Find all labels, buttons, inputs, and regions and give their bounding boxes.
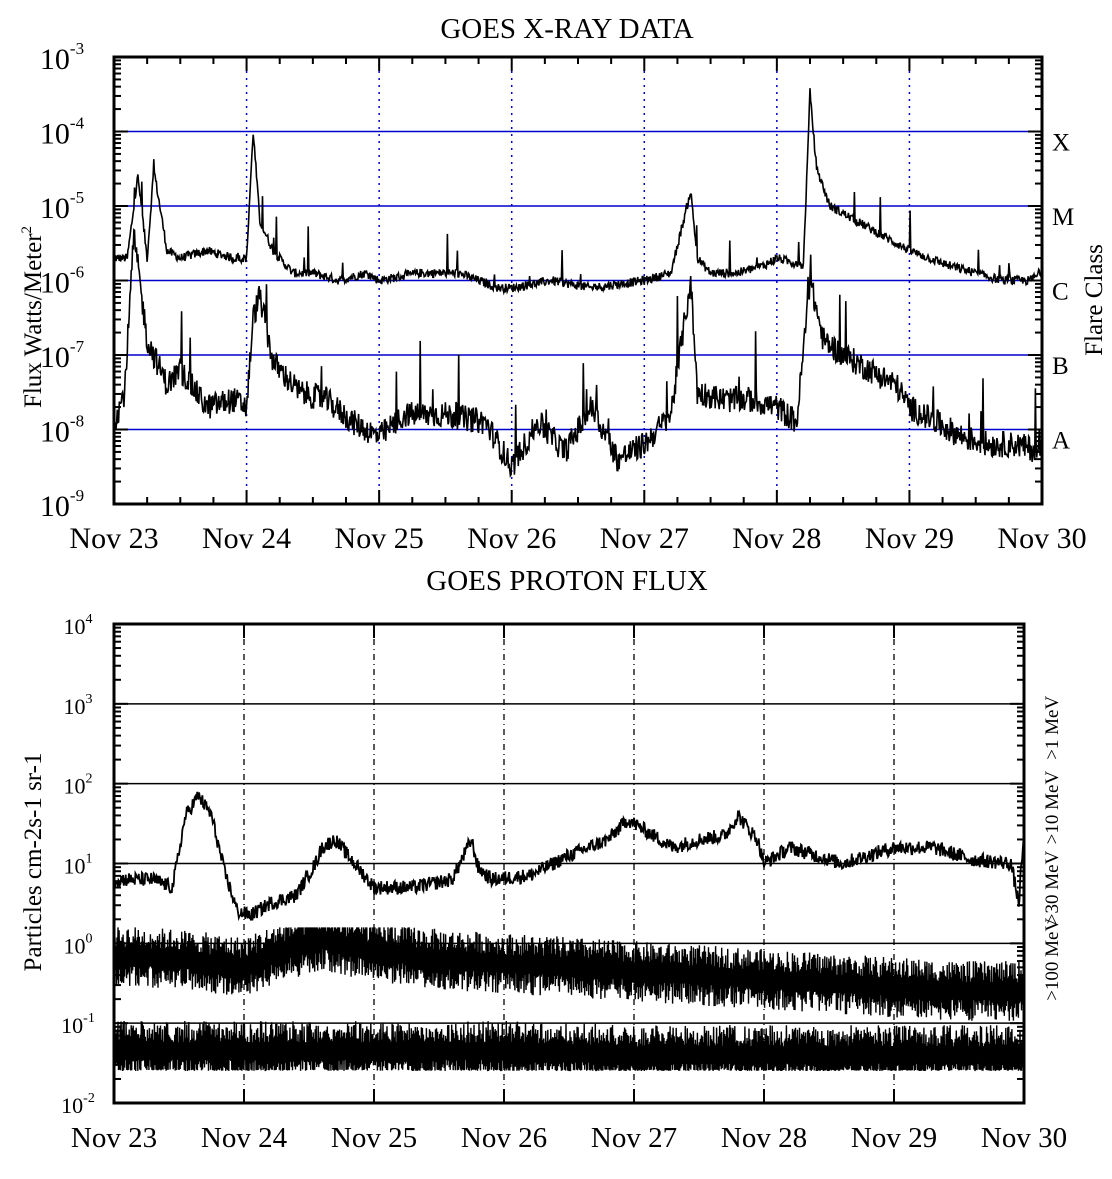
xray-grid (114, 57, 1042, 504)
xray-right-label: Flare Class (1081, 244, 1108, 356)
flare-class-m: M (1052, 204, 1074, 231)
proton-x-tick-label: Nov 27 (591, 1122, 677, 1154)
xray-x-tick-label: Nov 25 (335, 522, 424, 555)
proton-x-tick-labels: Nov 23 Nov 24 Nov 25 Nov 26 Nov 27 Nov 28 Nov … (71, 1122, 1067, 1154)
proton-x-tick-label: Nov 26 (461, 1122, 547, 1154)
proton-title: GOES PROTON FLUX (426, 565, 708, 597)
proton-x-tick-label: Nov 23 (71, 1122, 157, 1154)
xray-x-tick-label: Nov 28 (732, 522, 821, 555)
xray-y-tick-label: 10-3 (40, 39, 84, 76)
xray-ticks (113, 57, 1043, 505)
proton-y-tick-label: 10-1 (61, 1011, 95, 1038)
proton-energy-labels: >100 MeV>30 MeV >10 MeV >1 MeV (1042, 696, 1063, 1001)
energy-label: >1 MeV (1042, 696, 1063, 760)
xray-y-tick-label: 10-8 (40, 412, 84, 449)
proton-y-axis-label: Particles cm-2s-1 sr-1 (20, 753, 47, 972)
xray-x-tick-label: Nov 29 (865, 522, 954, 555)
proton-series-line (113, 791, 1025, 922)
xray-title: GOES X-RAY DATA (440, 13, 693, 45)
xray-x-tick-label: Nov 24 (202, 522, 291, 555)
xray-long-channel-line (113, 88, 1043, 296)
energy-label: >30 MeV (1042, 850, 1063, 924)
proton-x-tick-label: Nov 24 (201, 1122, 288, 1154)
proton-series (113, 791, 1025, 1072)
proton-ticks (113, 624, 1025, 1104)
flare-class-c: C (1052, 279, 1069, 306)
energy-label: >10 MeV (1042, 771, 1063, 845)
proton-series-line (113, 1020, 1025, 1072)
xray-panel: GOES X-RAY DATA Flux Watts/Meter2 Flare … (19, 13, 1108, 555)
proton-y-tick-label: 104 (64, 612, 93, 639)
proton-x-tick-label: Nov 28 (721, 1122, 807, 1154)
xray-y-axis-label: Flux Watts/Meter2 (19, 226, 47, 408)
flare-class-b: B (1052, 353, 1069, 380)
xray-x-tick-label: Nov 30 (997, 522, 1086, 555)
flare-class-a: A (1052, 428, 1070, 455)
proton-y-tick-label: 102 (64, 772, 93, 799)
flare-class-x: X (1052, 130, 1070, 157)
proton-series-line (113, 927, 1025, 1021)
proton-y-tick-label: 10-2 (61, 1091, 95, 1118)
proton-y-tick-label: 101 (64, 852, 93, 879)
proton-y-tick-labels: 10-2 10-1 100 101 102 103 104 (61, 612, 95, 1118)
xray-series (113, 88, 1043, 478)
xray-y-tick-label: 10-4 (40, 114, 85, 151)
xray-y-tick-label: 10-6 (40, 263, 84, 300)
proton-x-tick-label: Nov 30 (981, 1122, 1067, 1154)
xray-short-channel-line (113, 228, 1043, 478)
proton-panel: GOES PROTON FLUX Particles cm-2s-1 sr-1 … (20, 565, 1067, 1154)
xray-y-tick-label: 10-9 (40, 486, 84, 523)
xray-y-tick-labels: 10-9 10-8 10-7 10-6 10-5 10-4 10-3 (40, 39, 85, 523)
proton-y-tick-label: 103 (64, 692, 93, 719)
proton-x-tick-label: Nov 25 (331, 1122, 417, 1154)
xray-y-tick-label: 10-5 (40, 188, 84, 225)
xray-x-tick-label: Nov 27 (600, 522, 689, 555)
proton-x-tick-label: Nov 29 (851, 1122, 937, 1154)
proton-y-tick-label: 100 (64, 931, 93, 958)
xray-x-tick-labels: Nov 23 Nov 24 Nov 25 Nov 26 Nov 27 Nov 28 Nov … (69, 522, 1086, 555)
xray-x-tick-label: Nov 26 (467, 522, 556, 555)
xray-x-tick-label: Nov 23 (69, 522, 158, 555)
energy-label: >100 MeV (1042, 918, 1063, 1001)
xray-y-tick-label: 10-7 (40, 337, 85, 374)
flare-class-labels: A B C M X (1052, 130, 1074, 455)
